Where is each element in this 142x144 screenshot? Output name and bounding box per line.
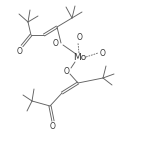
Text: Mo: Mo — [73, 53, 87, 61]
Text: O: O — [100, 49, 106, 57]
Text: O: O — [50, 122, 56, 131]
Text: O: O — [53, 39, 59, 49]
Text: O: O — [77, 34, 83, 42]
Text: O: O — [64, 67, 70, 75]
Text: O: O — [17, 47, 23, 56]
